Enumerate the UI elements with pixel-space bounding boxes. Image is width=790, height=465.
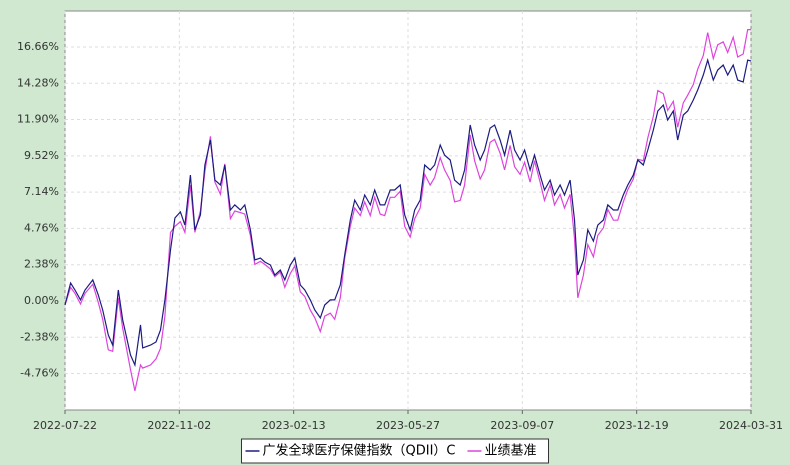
legend-label: 业绩基准 <box>484 444 536 459</box>
x-tick-label: 2023-05-27 <box>376 419 440 432</box>
legend-label: 广发全球医疗保健指数（QDII）C <box>262 443 455 459</box>
x-tick-label: 2023-02-13 <box>262 419 326 432</box>
series-line <box>64 29 751 392</box>
y-tick-label: 0.00% <box>24 294 59 307</box>
x-tick-label: 2023-09-07 <box>490 419 554 432</box>
y-tick-label: -2.38% <box>20 330 59 343</box>
y-tick-label: 11.90% <box>17 113 59 126</box>
x-tick-label: 2022-11-02 <box>147 419 211 432</box>
y-tick-label: -4.76% <box>20 367 59 380</box>
legend: 广发全球医疗保健指数（QDII）C 业绩基准 <box>240 438 550 464</box>
y-tick-label: 9.52% <box>24 149 59 162</box>
y-tick-label: 2.38% <box>24 258 59 271</box>
y-tick-label: 4.76% <box>24 221 59 234</box>
y-tick-label: 7.14% <box>24 185 59 198</box>
series-line <box>64 57 752 368</box>
x-tick-label: 2024-03-31 <box>719 419 783 432</box>
x-tick-label: 2023-12-19 <box>605 419 669 432</box>
legend-box <box>240 438 550 464</box>
y-tick-label: 14.28% <box>17 76 59 89</box>
y-tick-label: 16.66% <box>17 40 59 53</box>
x-tick-label: 2022-07-22 <box>33 419 97 432</box>
